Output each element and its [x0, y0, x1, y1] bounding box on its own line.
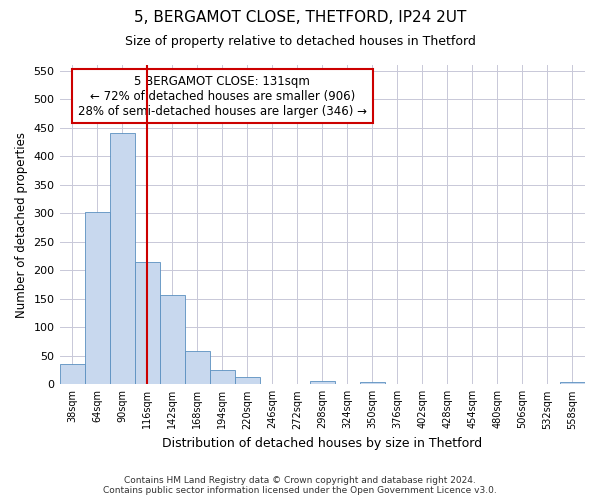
Bar: [185, 351, 209, 384]
Y-axis label: Number of detached properties: Number of detached properties: [15, 132, 28, 318]
Bar: [560, 382, 585, 384]
Text: Size of property relative to detached houses in Thetford: Size of property relative to detached ho…: [125, 35, 475, 48]
Bar: [59, 364, 85, 384]
Bar: [134, 262, 160, 384]
Bar: [209, 370, 235, 384]
Text: 5, BERGAMOT CLOSE, THETFORD, IP24 2UT: 5, BERGAMOT CLOSE, THETFORD, IP24 2UT: [134, 10, 466, 25]
Bar: [110, 134, 134, 384]
Text: Contains HM Land Registry data © Crown copyright and database right 2024.
Contai: Contains HM Land Registry data © Crown c…: [103, 476, 497, 495]
Bar: [85, 212, 110, 384]
X-axis label: Distribution of detached houses by size in Thetford: Distribution of detached houses by size …: [162, 437, 482, 450]
Bar: [160, 295, 185, 384]
Bar: [235, 378, 260, 384]
Bar: [360, 382, 385, 384]
Bar: [310, 381, 335, 384]
Text: 5 BERGAMOT CLOSE: 131sqm
← 72% of detached houses are smaller (906)
28% of semi-: 5 BERGAMOT CLOSE: 131sqm ← 72% of detach…: [78, 74, 367, 118]
